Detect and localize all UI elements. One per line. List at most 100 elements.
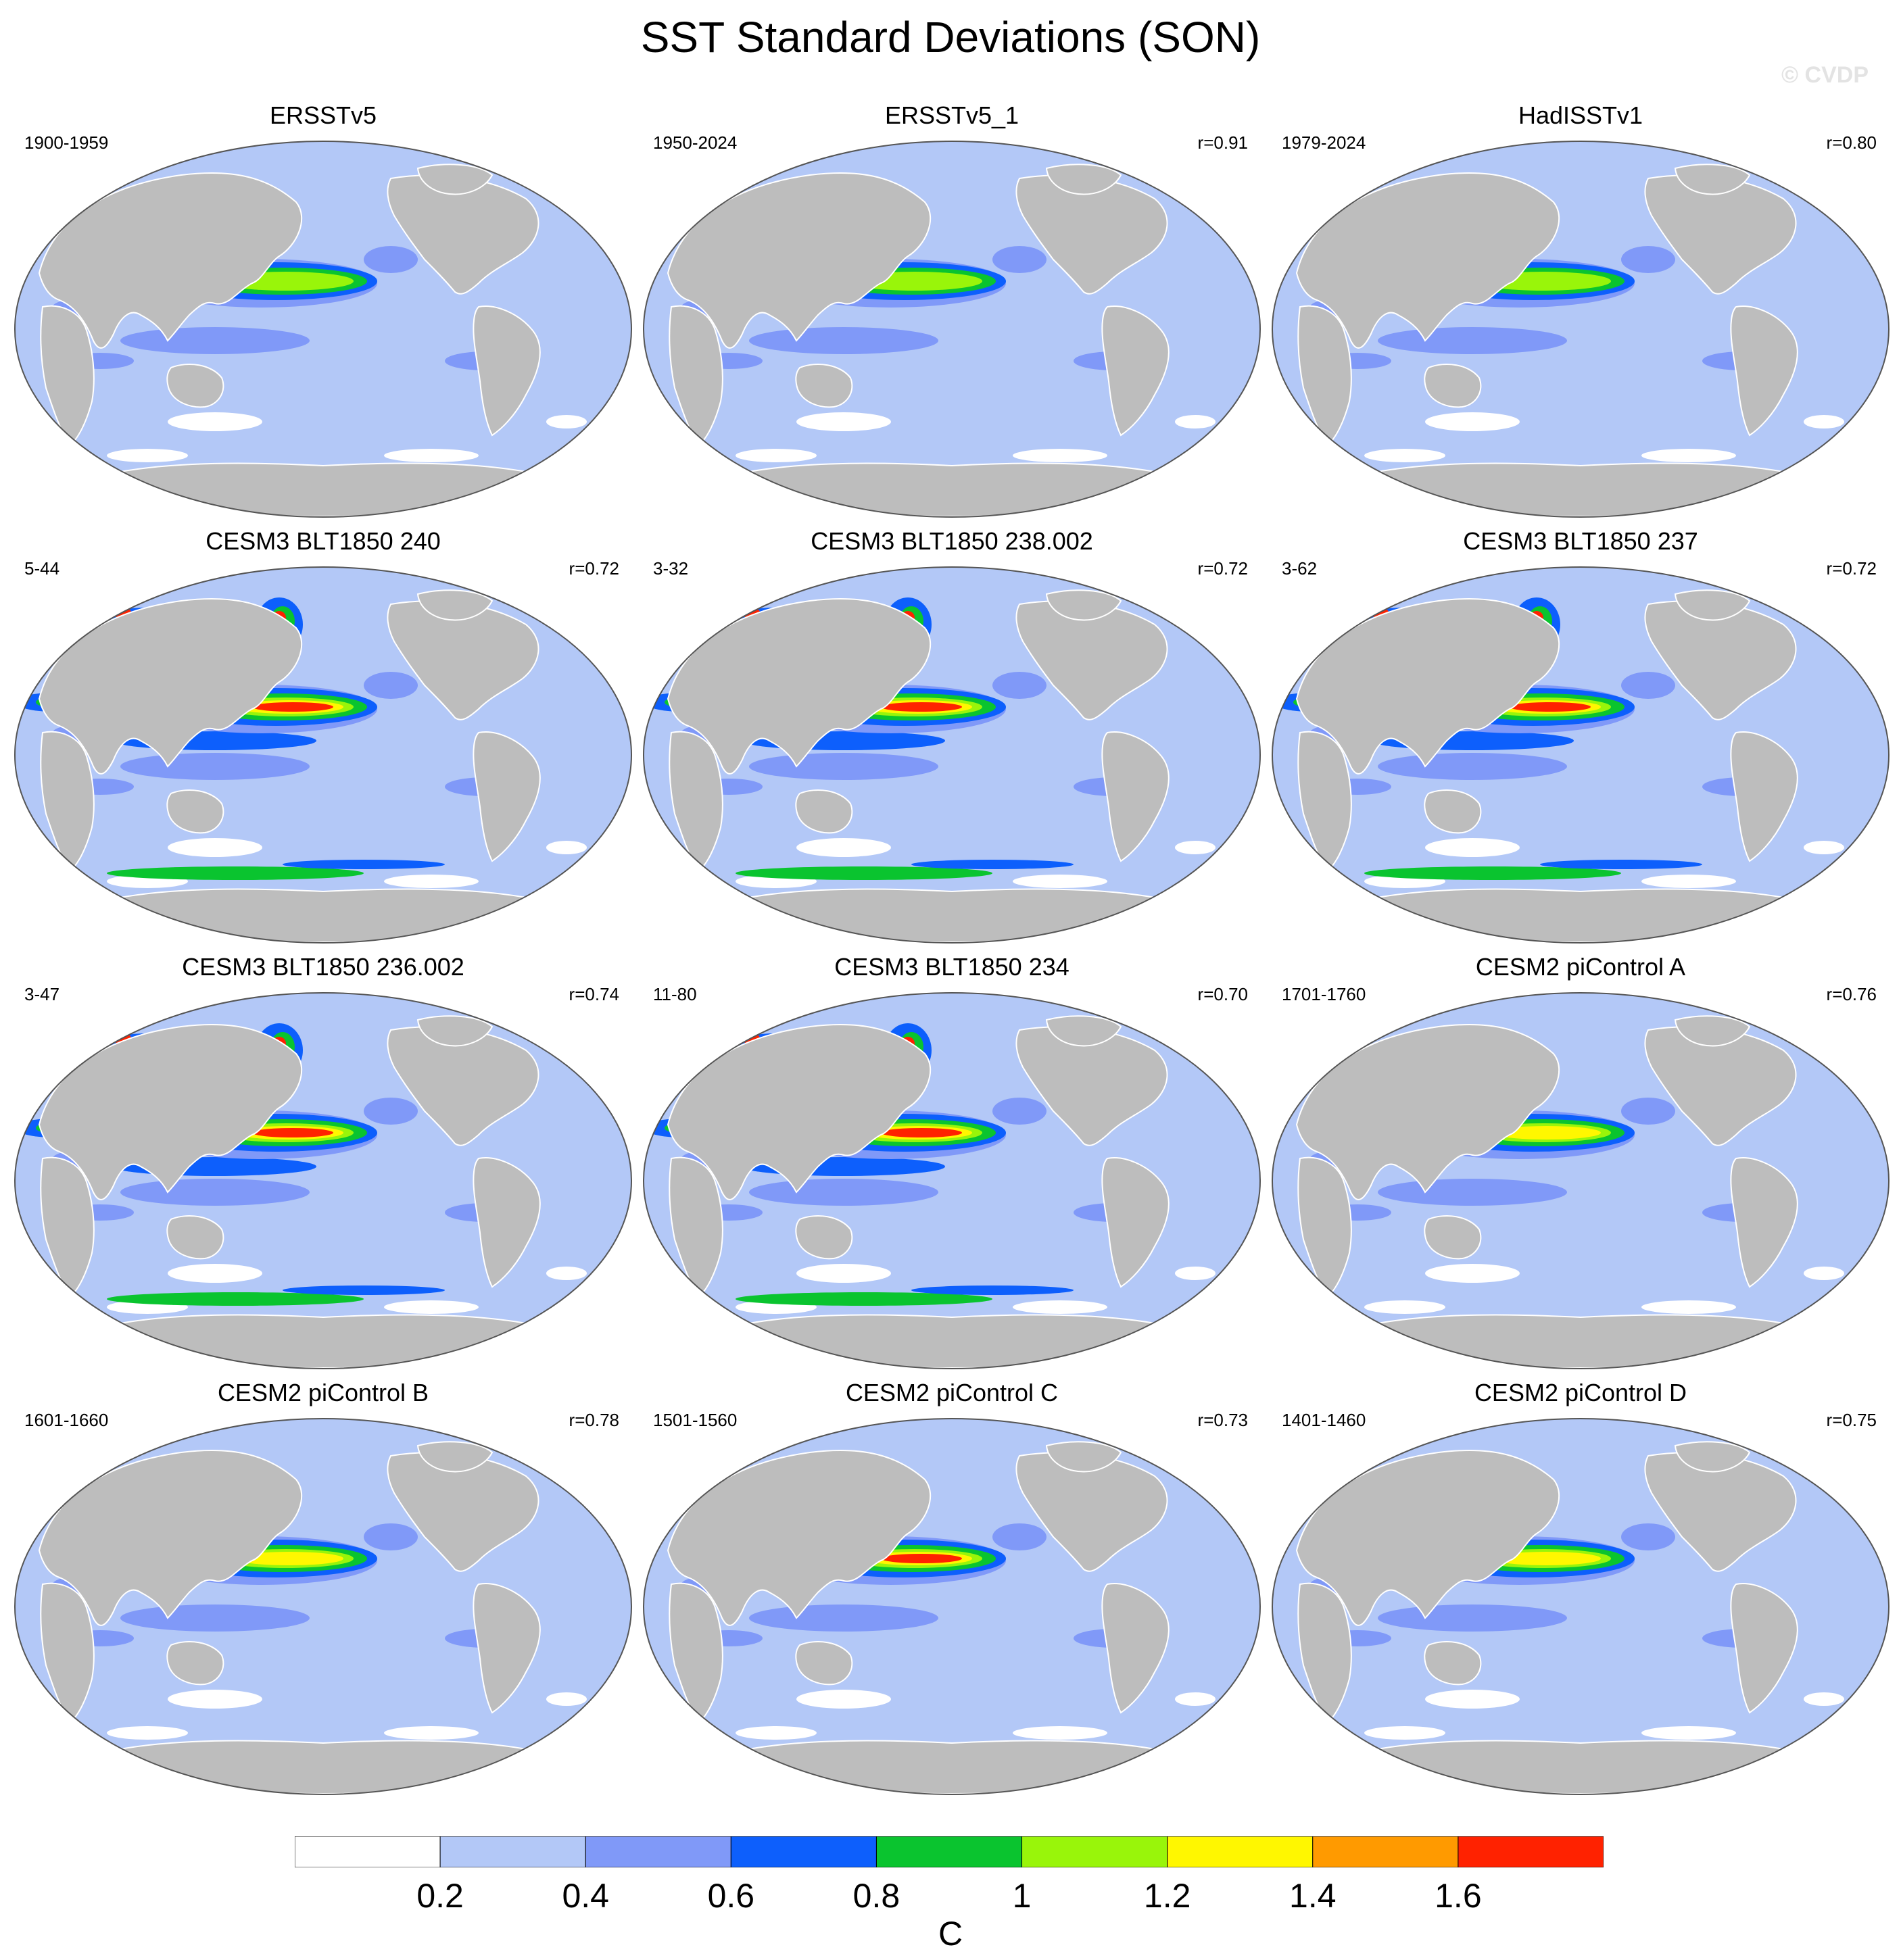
anomaly-contour [168,1690,262,1709]
anomaly-contour [749,753,938,780]
anomaly-contour [1540,860,1702,869]
enso-contour [1510,702,1591,712]
continent-n-america [1644,1452,1797,1572]
anomaly-contour [1013,449,1107,462]
anomaly-contour [1804,1692,1844,1706]
continent-antarctica [85,462,562,517]
anomaly-contour [1175,1692,1216,1706]
panel-correlation: r=0.76 [1826,984,1877,1004]
anomaly-contour [546,841,587,854]
continent-australia [166,364,224,408]
continent-antarctica [1342,462,1819,517]
anomaly-contour [992,1098,1046,1125]
panel-correlation: r=0.78 [569,1410,619,1430]
robinson-map [14,1418,632,1795]
continent-eurasia [1295,597,1560,775]
anomaly-contour [992,1523,1046,1550]
anomaly-contour [1621,246,1675,273]
anomaly-contour [1641,1300,1736,1314]
anomaly-contour [1621,672,1675,699]
colorbar-unit: C [938,1915,963,1953]
continent-africa [1297,1582,1352,1724]
map-outline [14,992,632,1369]
continent-africa [669,731,723,873]
map-panel: CESM2 piControl C 1501-1560 r=0.73 [641,1379,1263,1798]
map-panel: CESM2 piControl D 1401-1460 r=0.75 [1270,1379,1892,1798]
colorbar-tick-label: 0.2 [416,1877,464,1915]
colorbar-tick-label: 1.4 [1289,1877,1337,1915]
continent-greenland [1674,1441,1751,1473]
panel-period: 1950-2024 [653,132,738,153]
map-outline [14,566,632,944]
map-outline [14,141,632,518]
map-panel: CESM2 piControl A 1701-1760 r=0.76 [1270,953,1892,1372]
continent-n-america [387,174,539,295]
continent-s-america [1730,1583,1798,1714]
map-panel: CESM2 piControl B 1601-1660 r=0.78 [12,1379,634,1798]
continent-africa [669,1582,723,1724]
continent-eurasia [38,172,303,349]
anomaly-contour [384,1726,479,1740]
anomaly-contour [992,672,1046,699]
robinson-map [643,141,1261,518]
continent-antarctica [85,1740,562,1794]
anomaly-contour [736,449,817,462]
anomaly-contour [546,1692,587,1706]
anomaly-contour [1364,449,1445,462]
anomaly-contour [107,866,364,880]
anomaly-contour [120,327,310,354]
continent-greenland [1674,164,1751,195]
continent-s-america [1101,1583,1170,1714]
continent-antarctica [713,888,1190,943]
panel-period: 1900-1959 [24,132,109,153]
map-panel: CESM3 BLT1850 236.002 3-47 r=0.74 [12,953,634,1372]
continent-greenland [416,1441,494,1473]
continent-africa [1297,305,1352,447]
anomaly-contour [1641,1726,1736,1740]
panel-title: ERSSTv5_1 [884,101,1019,129]
continent-africa [40,1156,95,1298]
continent-n-america [1644,174,1797,295]
continent-africa [1297,731,1352,873]
anomaly-contour [364,246,418,273]
colorbar-tick-label: 0.8 [852,1877,900,1915]
continent-greenland [1045,164,1122,195]
anomaly-contour [1175,415,1216,428]
watermark: © CVDP [1781,62,1869,88]
map-outline [643,1418,1261,1795]
anomaly-contour [736,866,992,880]
colorbar-swatch [875,1836,1023,1867]
map-panel: CESM3 BLT1850 238.002 3-32 r=0.72 [641,527,1263,946]
panel-period: 1979-2024 [1282,132,1366,153]
continent-australia [166,789,224,834]
anomaly-contour [992,246,1046,273]
map-outline [643,992,1261,1369]
continent-australia [166,1641,224,1686]
continent-australia [1424,1215,1482,1260]
continent-s-america [473,305,541,437]
enso-contour [881,702,962,712]
panel-title: ERSSTv5 [269,101,377,129]
continent-n-america [1015,1452,1168,1572]
panel-period: 5-44 [24,558,60,579]
anomaly-contour [736,1726,817,1740]
continent-n-america [1015,600,1168,720]
anomaly-contour [1364,1300,1445,1314]
anomaly-contour [1425,1264,1520,1283]
continent-australia [1424,364,1482,408]
continent-australia [1424,789,1482,834]
panel-correlation: r=0.73 [1197,1410,1248,1430]
anomaly-contour [1364,866,1621,880]
continent-s-america [1730,731,1798,862]
continent-n-america [387,1026,539,1146]
panel-period: 1701-1760 [1282,984,1366,1004]
colorbar-swatch [1021,1836,1168,1867]
panel-title: CESM2 piControl A [1475,953,1686,981]
enso-contour [1493,1126,1601,1140]
continent-greenland [416,589,494,621]
robinson-map [1272,566,1890,944]
panel-correlation: r=0.72 [1197,558,1248,579]
map-panel: HadISSTv1 1979-2024 r=0.80 [1270,101,1892,520]
colorbar-swatch [1167,1836,1314,1867]
continent-eurasia [667,1449,932,1626]
